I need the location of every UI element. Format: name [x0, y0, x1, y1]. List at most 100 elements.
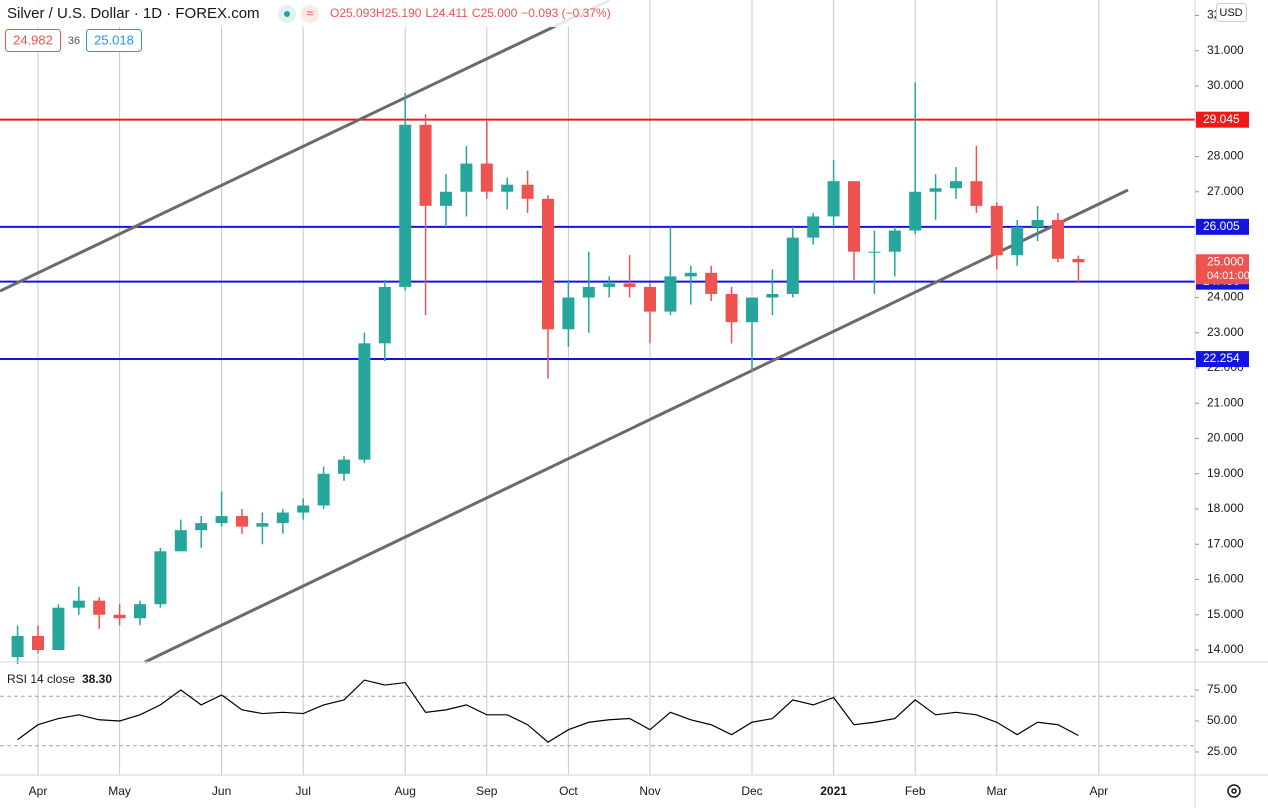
- ohlc-close: C25.000: [472, 6, 518, 20]
- candle-body: [807, 216, 820, 238]
- last-price-label: 25.000: [1207, 254, 1244, 268]
- candle-body: [297, 505, 310, 513]
- candle-body: [154, 551, 167, 605]
- ohlc-change: −0.093 (−0.37%): [521, 6, 610, 20]
- x-tick-label: Apr: [29, 784, 48, 798]
- currency-box[interactable]: [1216, 3, 1247, 22]
- ohlc-open: O25.093: [330, 6, 376, 20]
- candle-body: [52, 607, 65, 651]
- settings-gear: [1227, 784, 1241, 798]
- candle-body: [725, 293, 738, 323]
- candle-body: [1031, 219, 1044, 228]
- rsi-y-tick-label: 25.00: [1207, 744, 1237, 758]
- level-label: 29.045: [1203, 112, 1240, 126]
- candle-body: [195, 523, 208, 531]
- y-tick-label: 27.000: [1207, 184, 1244, 198]
- candle-body: [888, 230, 901, 252]
- y-tick-label: 18.000: [1207, 501, 1244, 515]
- candle-body: [909, 191, 922, 231]
- candle-body: [11, 635, 24, 658]
- candle-body: [501, 184, 514, 192]
- buy-price: 25.018: [94, 32, 134, 47]
- candle-body: [684, 272, 697, 277]
- candle-body: [1072, 258, 1085, 263]
- level-label-box: [1196, 111, 1249, 128]
- x-tick-label: Dec: [741, 784, 762, 798]
- ohlc-low: L24.411: [425, 6, 468, 20]
- x-tick-label: Mar: [986, 784, 1007, 798]
- candle-body: [378, 286, 391, 344]
- y-tick-label: 19.000: [1207, 466, 1244, 480]
- candle-body: [276, 512, 289, 524]
- currency: USD: [1219, 7, 1242, 19]
- chart-title: Silver / U.S. Dollar · 1D · FOREX.com: [7, 5, 260, 22]
- candle-body: [317, 473, 330, 506]
- alert-glyph: ≈: [306, 5, 313, 20]
- rsi-y-tick-label: 75.00: [1207, 682, 1237, 696]
- candle-body: [460, 163, 473, 192]
- sell-box[interactable]: [5, 29, 61, 52]
- rsi-layer: [0, 679, 1195, 747]
- x-tick-label: Jul: [296, 784, 311, 798]
- candle-body: [746, 297, 758, 323]
- candle-body: [93, 600, 106, 615]
- candle-body: [950, 181, 962, 189]
- candle-body: [542, 198, 554, 330]
- x-tick-label: Aug: [395, 784, 416, 798]
- candle-body: [174, 530, 187, 552]
- candle-body: [134, 604, 146, 619]
- candle-body: [766, 293, 779, 298]
- candle-body: [358, 343, 371, 460]
- candle-body: [562, 297, 575, 330]
- x-tick-label: Jun: [212, 784, 231, 798]
- candle-body: [521, 184, 534, 199]
- candle-body: [32, 635, 44, 651]
- candles-layer: [11, 82, 1085, 665]
- alert-icon[interactable]: [301, 5, 319, 23]
- last-price-box: [1196, 254, 1249, 285]
- status-dot: [284, 11, 290, 17]
- y-tick-label: 17.000: [1207, 536, 1244, 550]
- x-tick-label: 2021: [820, 784, 847, 798]
- x-tick-label: Apr: [1089, 784, 1108, 798]
- candle-body: [399, 124, 412, 287]
- level-label: 26.005: [1203, 219, 1240, 233]
- candle-body: [705, 272, 718, 294]
- candle-body: [236, 516, 248, 527]
- candle-body: [1011, 227, 1024, 256]
- trend-line-upper: [0, 0, 611, 293]
- buy-box[interactable]: [86, 29, 142, 52]
- level-label: 22.254: [1203, 351, 1240, 365]
- last-price-countdown: 04:01:00: [1207, 270, 1250, 282]
- y-tick-label: 14.000: [1207, 642, 1244, 656]
- y-tick-label: 30.000: [1207, 78, 1244, 92]
- y-tick-label: 23.000: [1207, 325, 1244, 339]
- settings-hub: [1231, 788, 1237, 794]
- candle-body: [990, 205, 1003, 256]
- y-tick-label: 28.000: [1207, 149, 1244, 163]
- x-tick-label: Sep: [476, 784, 498, 798]
- candle-body: [338, 459, 350, 474]
- y-tick-label: 16.000: [1207, 572, 1244, 586]
- sell-price: 24.982: [13, 32, 53, 47]
- candle-body: [440, 191, 452, 206]
- candle-body: [603, 283, 616, 287]
- candle-body: [786, 237, 799, 294]
- level-label-box: [1196, 218, 1249, 235]
- candle-body: [664, 276, 677, 312]
- rsi-value: 38.30: [82, 672, 112, 686]
- rsi-title: RSI 14 close: [7, 672, 75, 686]
- ohlc-legend: O25.093H25.190 L24.411 C25.000 −0.093 (−0.3…: [330, 6, 611, 20]
- x-tick-label: Nov: [639, 784, 660, 798]
- x-tick-label: Oct: [559, 784, 578, 798]
- candle-body: [827, 181, 840, 217]
- spread: 36: [68, 35, 80, 47]
- ohlc-high: H25.190: [376, 6, 422, 20]
- candle-body: [868, 251, 881, 253]
- level-label-box: [1196, 351, 1249, 368]
- settings-icon[interactable]: [1227, 784, 1241, 798]
- candle-body: [72, 600, 85, 608]
- candle-body: [256, 523, 269, 527]
